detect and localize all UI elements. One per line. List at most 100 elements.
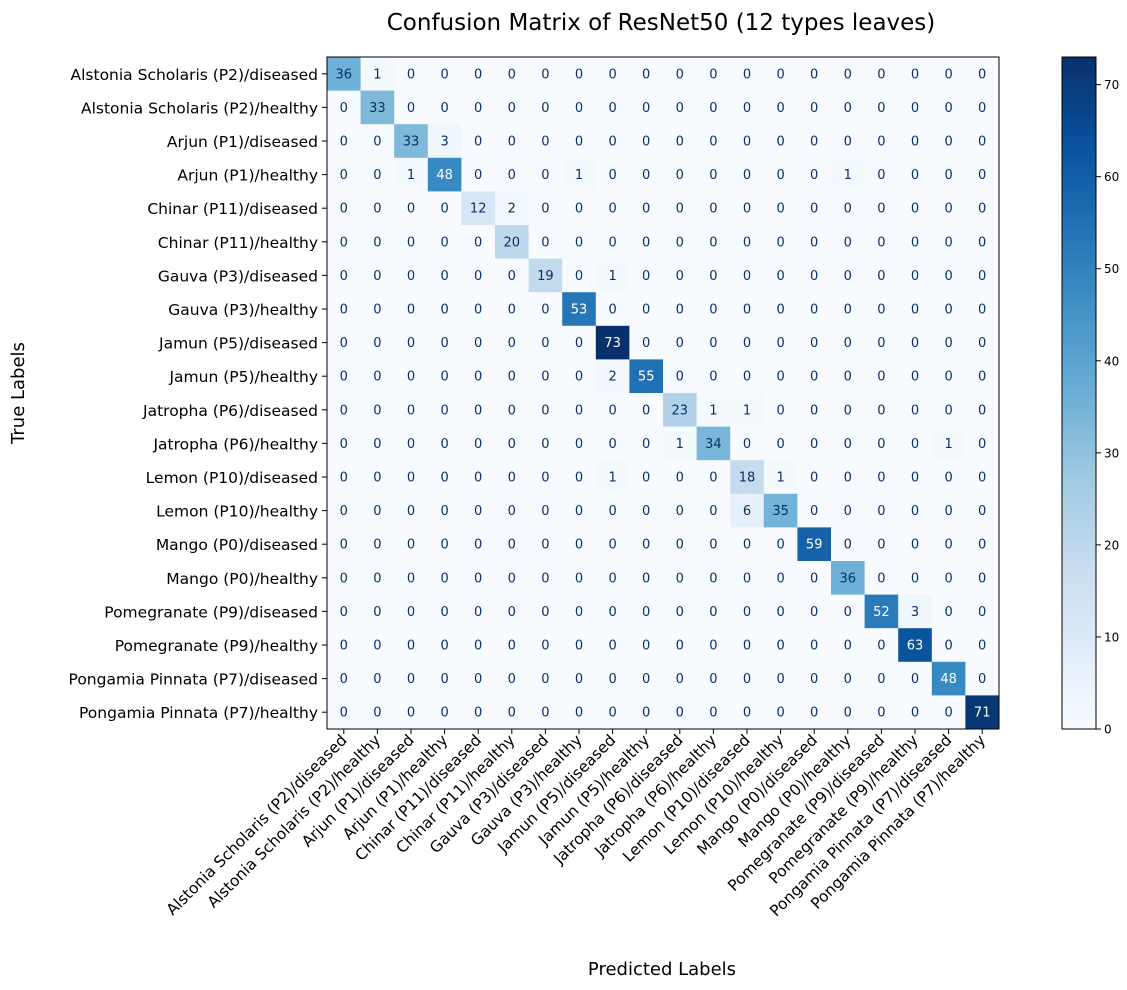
heatmap-cell [663,325,698,360]
heatmap-cell [394,359,429,394]
cell-value-label: 36 [336,67,353,82]
cell-value-label: 0 [944,639,952,654]
heatmap-cell [595,393,630,428]
heatmap-cell [696,258,731,293]
heatmap-cell [831,124,866,159]
cell-value-label: 73 [604,336,621,351]
cell-value-label: 0 [508,336,516,351]
heatmap-cell [595,90,630,125]
heatmap-cell [327,661,362,696]
cell-value-label: 0 [575,672,583,687]
cell-value-label: 0 [340,135,348,150]
heatmap-cell [461,359,496,394]
cell-value-label: 0 [373,706,381,721]
cell-value-label: 0 [911,235,919,250]
heatmap-cell [427,191,462,226]
cell-value-label: 0 [541,504,549,519]
cell-value-label: 0 [541,303,549,318]
heatmap-cell [730,57,765,92]
heatmap-cell [965,325,1000,360]
cell-value-label: 0 [709,202,717,217]
heatmap-cell [495,359,530,394]
cell-value-label: 0 [877,101,885,116]
heatmap-cell-labels: 36 1 0 0 0 0 0 0 0 0 0 0 0 0 0 0 0 0 0 00 33 0 0 0 0 0 0 0 0 0 0 0 0 0 0 0 0… [336,67,991,720]
cell-value-label: 0 [810,135,818,150]
cell-value-label: 0 [877,639,885,654]
cell-value-label: 0 [676,168,684,183]
cell-value-label: 0 [575,605,583,620]
cell-value-label: 3 [911,605,919,620]
cell-value-label: 0 [978,370,986,385]
cell-value-label: 0 [508,303,516,318]
cell-value-label: 0 [440,202,448,217]
heatmap-cell [595,594,630,629]
heatmap-cell [629,225,664,260]
cell-value-label: 52 [873,605,890,620]
cell-value-label: 0 [541,135,549,150]
heatmap-cell [562,90,597,125]
cell-value-label: 0 [709,538,717,553]
heatmap-cell [931,359,966,394]
cell-value-label: 0 [440,706,448,721]
heatmap-cell [931,292,966,327]
cell-value-label: 0 [743,67,751,82]
y-tick-label: Lemon (P10)/diseased [146,469,318,487]
heatmap-cell [898,628,933,663]
heatmap-cell [797,124,832,159]
cell-value-label: 0 [407,370,415,385]
heatmap-cell [562,661,597,696]
cell-value-label: 0 [844,101,852,116]
heatmap-cell [864,359,899,394]
cell-value-label: 0 [676,303,684,318]
cell-value-label: 0 [877,168,885,183]
heatmap-cell [562,325,597,360]
heatmap-cell [730,460,765,495]
heatmap-cell [595,695,630,730]
cell-value-label: 0 [508,504,516,519]
heatmap-cell [461,57,496,92]
heatmap-cell [931,124,966,159]
heatmap-cell [427,124,462,159]
cell-value-label: 0 [810,235,818,250]
heatmap-cell [797,393,832,428]
heatmap-cell [965,594,1000,629]
cell-value-label: 0 [944,605,952,620]
heatmap-cell [562,258,597,293]
cell-value-label: 0 [844,538,852,553]
heatmap-cell [327,90,362,125]
cell-value-label: 0 [810,672,818,687]
cell-value-label: 0 [340,672,348,687]
cell-value-label: 0 [541,403,549,418]
heatmap-cell [663,661,698,696]
cell-value-label: 0 [844,269,852,284]
heatmap-cell [763,628,798,663]
heatmap-cell [931,393,966,428]
heatmap-cell [831,527,866,562]
heatmap-cell [360,594,395,629]
heatmap-cell [864,393,899,428]
cell-value-label: 0 [743,639,751,654]
cell-value-label: 0 [911,67,919,82]
cell-value-label: 0 [810,168,818,183]
cell-value-label: 0 [575,504,583,519]
heatmap-cell [864,695,899,730]
cell-value-label: 0 [810,303,818,318]
cell-value-label: 0 [844,639,852,654]
cell-value-label: 0 [440,101,448,116]
cell-value-label: 1 [776,471,784,486]
cell-value-label: 0 [911,403,919,418]
cell-value-label: 53 [571,303,588,318]
heatmap-cell [360,695,395,730]
heatmap-cell [898,124,933,159]
cell-value-label: 0 [541,437,549,452]
heatmap-cell [394,628,429,663]
heatmap-cell [629,561,664,596]
cell-value-label: 1 [575,168,583,183]
cell-value-label: 0 [743,202,751,217]
heatmap-cell [831,460,866,495]
cell-value-label: 0 [508,101,516,116]
heatmap-cell [595,325,630,360]
cell-value-label: 0 [776,269,784,284]
heatmap-cell [931,594,966,629]
cell-value-label: 0 [676,605,684,620]
